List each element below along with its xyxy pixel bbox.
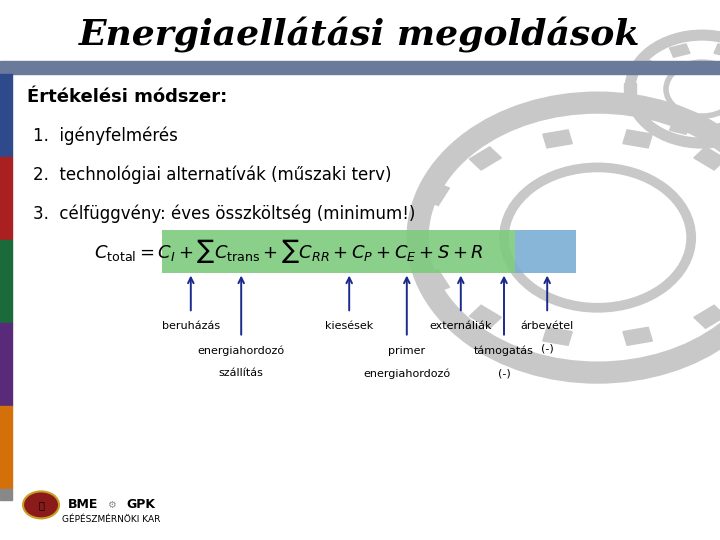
- Bar: [624, 83, 636, 96]
- Bar: [694, 147, 720, 170]
- Text: 🏛: 🏛: [38, 500, 44, 510]
- Text: támogatás: támogatás: [474, 346, 534, 356]
- Text: $C_{\mathrm{total}} = C_I + \sum C_{\mathrm{trans}} + \sum C_{RR} + C_P + C_E + : $C_{\mathrm{total}} = C_I + \sum C_{\mat…: [94, 237, 483, 265]
- Bar: [670, 44, 690, 57]
- Text: (-): (-): [541, 344, 554, 354]
- Bar: [543, 327, 572, 345]
- Text: 1.  igényfelmérés: 1. igényfelmérés: [33, 127, 178, 145]
- Bar: [0, 240, 12, 323]
- Bar: [0, 489, 12, 500]
- Bar: [469, 147, 501, 170]
- Bar: [694, 305, 720, 328]
- Bar: [421, 269, 449, 293]
- Bar: [0, 157, 12, 240]
- Bar: [634, 105, 654, 121]
- Text: beruházás: beruházás: [162, 321, 220, 332]
- Bar: [670, 121, 690, 134]
- Bar: [0, 323, 12, 406]
- Text: 2.  technológiai alternatívák (műszaki terv): 2. technológiai alternatívák (műszaki te…: [33, 166, 392, 184]
- Text: Energiaellátási megoldások: Energiaellátási megoldások: [79, 17, 641, 53]
- Text: GÉPÉSZMÉRNÖKI KAR: GÉPÉSZMÉRNÖKI KAR: [63, 515, 161, 524]
- Bar: [623, 130, 652, 148]
- Bar: [0, 406, 12, 489]
- Text: GPK: GPK: [126, 498, 155, 511]
- Bar: [0, 61, 720, 74]
- Text: energiahordozó: energiahordozó: [197, 346, 285, 356]
- Bar: [421, 182, 449, 206]
- Text: kiesések: kiesések: [325, 321, 374, 332]
- Bar: [714, 44, 720, 57]
- Text: (-): (-): [498, 368, 510, 379]
- Text: energiahordozó: energiahordozó: [363, 368, 451, 379]
- Text: BME: BME: [68, 498, 98, 511]
- Circle shape: [23, 491, 59, 518]
- Bar: [0, 74, 12, 157]
- Text: primer: primer: [388, 346, 426, 356]
- Text: Értékelési módszer:: Értékelési módszer:: [27, 88, 228, 106]
- Text: 3.  célfüggvény: éves összköltség (minimum!): 3. célfüggvény: éves összköltség (minimu…: [33, 205, 415, 223]
- Text: externáliák: externáliák: [430, 321, 492, 332]
- Bar: [714, 121, 720, 134]
- Bar: [162, 230, 515, 273]
- Text: árbevétel: árbevétel: [521, 321, 574, 332]
- Text: ⚙: ⚙: [107, 500, 116, 510]
- Bar: [543, 130, 572, 148]
- Bar: [634, 57, 654, 73]
- Bar: [469, 305, 501, 328]
- Bar: [408, 228, 427, 247]
- Bar: [515, 230, 576, 273]
- Bar: [623, 327, 652, 345]
- Text: szállítás: szállítás: [219, 368, 264, 379]
